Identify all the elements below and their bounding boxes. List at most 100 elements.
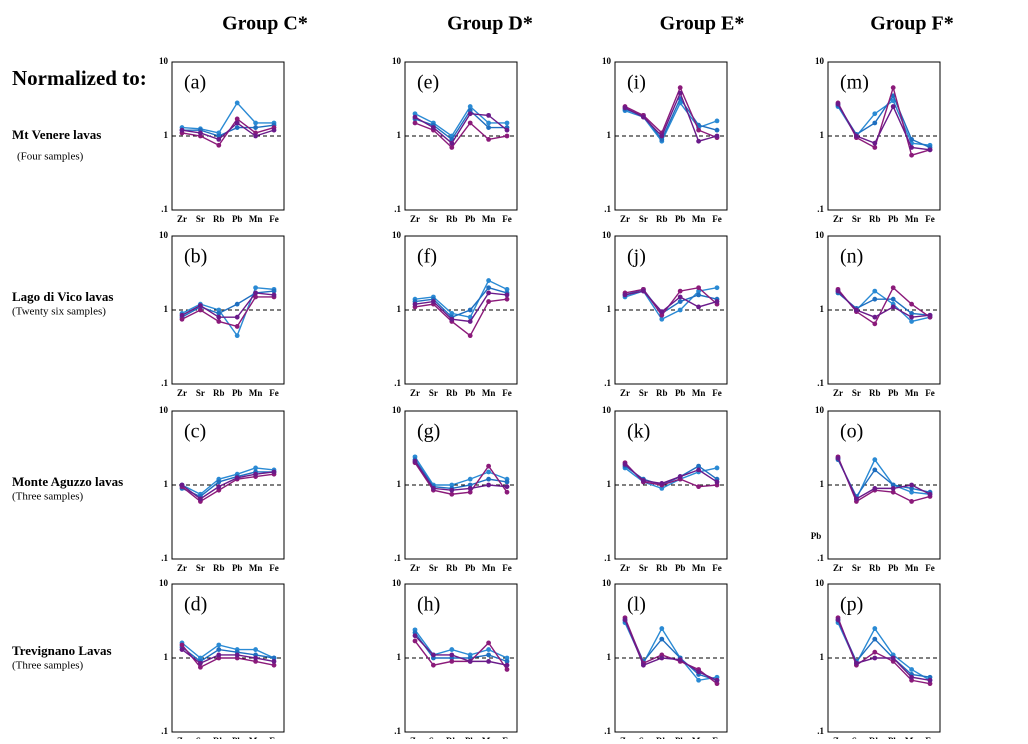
data-point bbox=[677, 657, 683, 663]
y-tick-label: .1 bbox=[604, 378, 611, 388]
data-point bbox=[872, 626, 878, 631]
data-point bbox=[412, 111, 418, 117]
y-tick-label: 10 bbox=[392, 230, 402, 240]
data-point bbox=[659, 636, 665, 642]
normalized-label: Normalized to: bbox=[12, 66, 147, 90]
data-point bbox=[909, 489, 914, 495]
x-tick-label: Fe bbox=[269, 563, 279, 573]
x-tick-label: Mn bbox=[905, 214, 919, 224]
x-tick-label: Sr bbox=[639, 388, 648, 398]
x-tick-label: Zr bbox=[620, 388, 630, 398]
panel-label: (h) bbox=[417, 594, 440, 616]
data-point bbox=[927, 681, 933, 687]
series-line bbox=[837, 457, 931, 501]
series-line bbox=[624, 97, 718, 141]
data-point bbox=[909, 482, 914, 488]
data-point bbox=[872, 120, 878, 126]
data-point bbox=[216, 310, 222, 316]
data-point bbox=[835, 101, 841, 107]
y-tick-label: .1 bbox=[604, 553, 611, 563]
column-header: Group C* bbox=[222, 13, 308, 35]
data-point bbox=[909, 310, 914, 316]
data-point bbox=[486, 647, 491, 652]
series-line bbox=[837, 85, 931, 157]
data-point bbox=[677, 294, 683, 300]
data-point bbox=[253, 125, 258, 130]
data-point bbox=[271, 292, 277, 298]
data-point bbox=[927, 147, 933, 153]
data-point bbox=[504, 667, 510, 672]
data-point bbox=[253, 647, 258, 652]
data-point bbox=[890, 655, 896, 661]
panel-label: (o) bbox=[840, 421, 863, 443]
x-tick-label: Rb bbox=[446, 214, 458, 224]
series-line bbox=[181, 467, 275, 496]
data-point bbox=[872, 296, 878, 302]
data-point bbox=[234, 475, 240, 481]
y-tick-label: 1 bbox=[164, 130, 169, 140]
data-point bbox=[890, 85, 896, 91]
data-point bbox=[449, 652, 455, 658]
panel-label: (l) bbox=[627, 594, 646, 616]
panel-label: (p) bbox=[840, 594, 863, 616]
y-tick-label: 1 bbox=[820, 304, 825, 314]
series-line bbox=[837, 459, 931, 498]
data-point bbox=[179, 482, 185, 488]
data-point bbox=[216, 319, 222, 324]
x-tick-label: Rb bbox=[213, 214, 225, 224]
x-tick-label: Pb bbox=[465, 563, 476, 573]
series-line bbox=[414, 460, 508, 491]
data-point bbox=[271, 662, 277, 668]
series-line bbox=[181, 642, 275, 659]
data-point bbox=[234, 333, 240, 339]
data-point bbox=[431, 299, 436, 304]
x-tick-label: Zr bbox=[410, 563, 420, 573]
x-tick-label: Sr bbox=[196, 214, 205, 224]
row-note: (Three samples) bbox=[12, 660, 83, 672]
x-tick-label: Fe bbox=[502, 214, 512, 224]
data-point bbox=[431, 662, 436, 668]
series-line bbox=[624, 91, 718, 143]
x-tick-label: Zr bbox=[620, 563, 630, 573]
data-point bbox=[835, 617, 841, 623]
data-point bbox=[412, 633, 418, 639]
y-tick-label: 10 bbox=[159, 405, 169, 415]
data-point bbox=[234, 301, 240, 307]
y-tick-label: 1 bbox=[607, 652, 612, 662]
y-tick-label: 1 bbox=[164, 304, 169, 314]
data-point bbox=[890, 304, 896, 310]
y-tick-label: 10 bbox=[815, 56, 825, 66]
series-line bbox=[181, 296, 274, 328]
data-point bbox=[216, 307, 222, 313]
x-tick-label: Zr bbox=[833, 214, 843, 224]
data-point bbox=[659, 133, 665, 139]
data-point bbox=[641, 478, 646, 483]
y-tick-label: 10 bbox=[392, 578, 402, 588]
x-tick-label: Rb bbox=[869, 214, 881, 224]
data-point bbox=[872, 145, 878, 150]
data-point bbox=[872, 636, 878, 642]
y-tick-label: 1 bbox=[397, 130, 402, 140]
x-tick-label: Rb bbox=[446, 563, 458, 573]
panel-label: (i) bbox=[627, 72, 646, 94]
y-tick-label: .1 bbox=[161, 553, 168, 563]
data-point bbox=[504, 286, 510, 292]
data-point bbox=[467, 476, 473, 482]
data-point bbox=[872, 649, 878, 655]
x-tick-label: Sr bbox=[852, 214, 861, 224]
series-line bbox=[624, 290, 718, 313]
data-point bbox=[486, 290, 491, 296]
data-point bbox=[449, 658, 455, 664]
data-point bbox=[909, 314, 914, 320]
data-point bbox=[179, 127, 185, 133]
data-point bbox=[872, 485, 878, 491]
data-point bbox=[271, 127, 277, 133]
x-tick-label: Fe bbox=[502, 388, 512, 398]
data-point bbox=[696, 677, 701, 683]
series-line bbox=[414, 456, 508, 486]
column-header: Group D* bbox=[447, 13, 533, 35]
y-tick-label: 10 bbox=[602, 578, 612, 588]
x-tick-label: Pb bbox=[888, 388, 899, 398]
y-tick-label: .1 bbox=[604, 204, 611, 214]
data-point bbox=[696, 304, 701, 310]
